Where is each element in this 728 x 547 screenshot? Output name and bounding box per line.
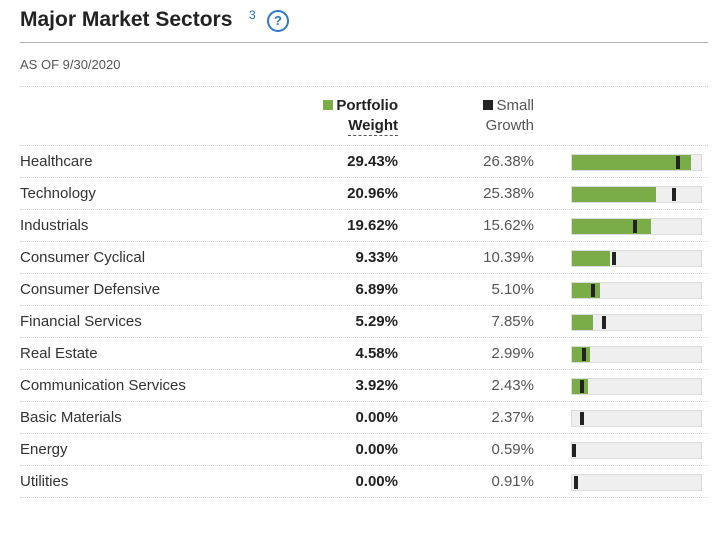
divider: [20, 86, 708, 87]
benchmark-header-line1: Small: [496, 97, 534, 114]
sector-row: Real Estate 4.58% 2.99%: [20, 338, 708, 370]
weight-bar-track: [571, 282, 702, 299]
sector-name: Communication Services: [20, 377, 186, 394]
benchmark-marker: [601, 316, 606, 329]
sector-row: Utilities 0.00% 0.91%: [20, 466, 708, 498]
portfolio-bar: [572, 187, 657, 202]
portfolio-weight-label: 0.00%: [355, 441, 398, 458]
sector-name: Financial Services: [20, 313, 142, 330]
weight-bar-track: [571, 218, 702, 235]
benchmark-legend-swatch: [483, 100, 494, 110]
benchmark-weight-label: 25.38%: [483, 185, 534, 202]
portfolio-header-line2: Weight: [348, 117, 398, 136]
weight-bar-track: [571, 474, 702, 491]
sector-name: Consumer Defensive: [20, 281, 161, 298]
benchmark-header-line2: Growth: [485, 117, 534, 134]
sector-row: Financial Services 5.29% 7.85%: [20, 306, 708, 338]
sector-name: Technology: [20, 185, 96, 202]
benchmark-weight-label: 0.59%: [491, 441, 534, 458]
benchmark-weight-label: 10.39%: [483, 249, 534, 266]
sector-row: Basic Materials 0.00% 2.37%: [20, 402, 708, 434]
sector-name: Basic Materials: [20, 409, 122, 426]
footnote-link[interactable]: 3: [249, 8, 256, 22]
section-header: Major Market Sectors 3 ?: [20, 4, 708, 43]
help-icon[interactable]: ?: [267, 10, 289, 32]
benchmark-weight-label: 2.43%: [491, 377, 534, 394]
benchmark-marker: [582, 348, 587, 361]
benchmark-column-header: Small Growth: [470, 96, 534, 136]
sector-name: Utilities: [20, 473, 69, 490]
weight-bar-track: [571, 154, 702, 171]
sector-name: Energy: [20, 441, 68, 458]
portfolio-bar: [572, 315, 594, 330]
benchmark-marker: [572, 444, 577, 457]
weight-bar-track: [571, 442, 702, 459]
portfolio-weight-label: 4.58%: [355, 345, 398, 362]
weight-bar-track: [571, 314, 702, 331]
sector-name: Consumer Cyclical: [20, 249, 146, 266]
portfolio-weight-label: 0.00%: [355, 409, 398, 426]
portfolio-header-line1: Portfolio: [336, 97, 398, 114]
benchmark-weight-label: 7.85%: [491, 313, 534, 330]
portfolio-bar: [572, 251, 610, 266]
portfolio-bar: [572, 219, 652, 234]
portfolio-legend-swatch: [323, 100, 334, 110]
benchmark-weight-label: 5.10%: [491, 281, 534, 298]
page-title: Major Market Sectors: [20, 8, 233, 31]
portfolio-weight-label: 0.00%: [355, 473, 398, 490]
benchmark-weight-label: 2.99%: [491, 345, 534, 362]
sector-row: Consumer Cyclical 9.33% 10.39%: [20, 242, 708, 274]
sector-row: Industrials 19.62% 15.62%: [20, 210, 708, 242]
benchmark-marker: [676, 156, 681, 169]
portfolio-weight-label: 3.92%: [355, 377, 398, 394]
sector-name: Healthcare: [20, 153, 93, 170]
as-of-date: AS OF 9/30/2020: [20, 57, 121, 72]
benchmark-weight-label: 2.37%: [491, 409, 534, 426]
benchmark-marker: [632, 220, 637, 233]
benchmark-marker: [579, 380, 584, 393]
portfolio-weight-label: 19.62%: [347, 217, 398, 234]
sector-row: Consumer Defensive 6.89% 5.10%: [20, 274, 708, 306]
portfolio-column-header[interactable]: Portfolio Weight: [320, 96, 398, 136]
sector-row: Technology 20.96% 25.38%: [20, 178, 708, 210]
weight-bar-track: [571, 346, 702, 363]
portfolio-weight-label: 29.43%: [347, 153, 398, 170]
portfolio-weight-label: 5.29%: [355, 313, 398, 330]
benchmark-marker: [672, 188, 677, 201]
sector-row: Communication Services 3.92% 2.43%: [20, 370, 708, 402]
portfolio-bar: [572, 283, 600, 298]
weight-bar-track: [571, 378, 702, 395]
benchmark-marker: [573, 476, 578, 489]
benchmark-weight-label: 0.91%: [491, 473, 534, 490]
sector-row: Healthcare 29.43% 26.38%: [20, 146, 708, 178]
benchmark-marker: [579, 412, 584, 425]
portfolio-weight-label: 9.33%: [355, 249, 398, 266]
weight-bar-track: [571, 250, 702, 267]
portfolio-weight-label: 20.96%: [347, 185, 398, 202]
sector-table: Healthcare 29.43% 26.38% Technology 20.96% 25…: [20, 146, 708, 498]
weight-bar-track: [571, 186, 702, 203]
sector-row: Energy 0.00% 0.59%: [20, 434, 708, 466]
benchmark-weight-label: 15.62%: [483, 217, 534, 234]
benchmark-marker: [590, 284, 595, 297]
header-divider: [20, 145, 708, 146]
benchmark-marker: [611, 252, 616, 265]
sector-name: Industrials: [20, 217, 89, 234]
weight-bar-track: [571, 410, 702, 427]
portfolio-bar: [572, 155, 691, 170]
sector-name: Real Estate: [20, 345, 98, 362]
benchmark-weight-label: 26.38%: [483, 153, 534, 170]
portfolio-weight-label: 6.89%: [355, 281, 398, 298]
